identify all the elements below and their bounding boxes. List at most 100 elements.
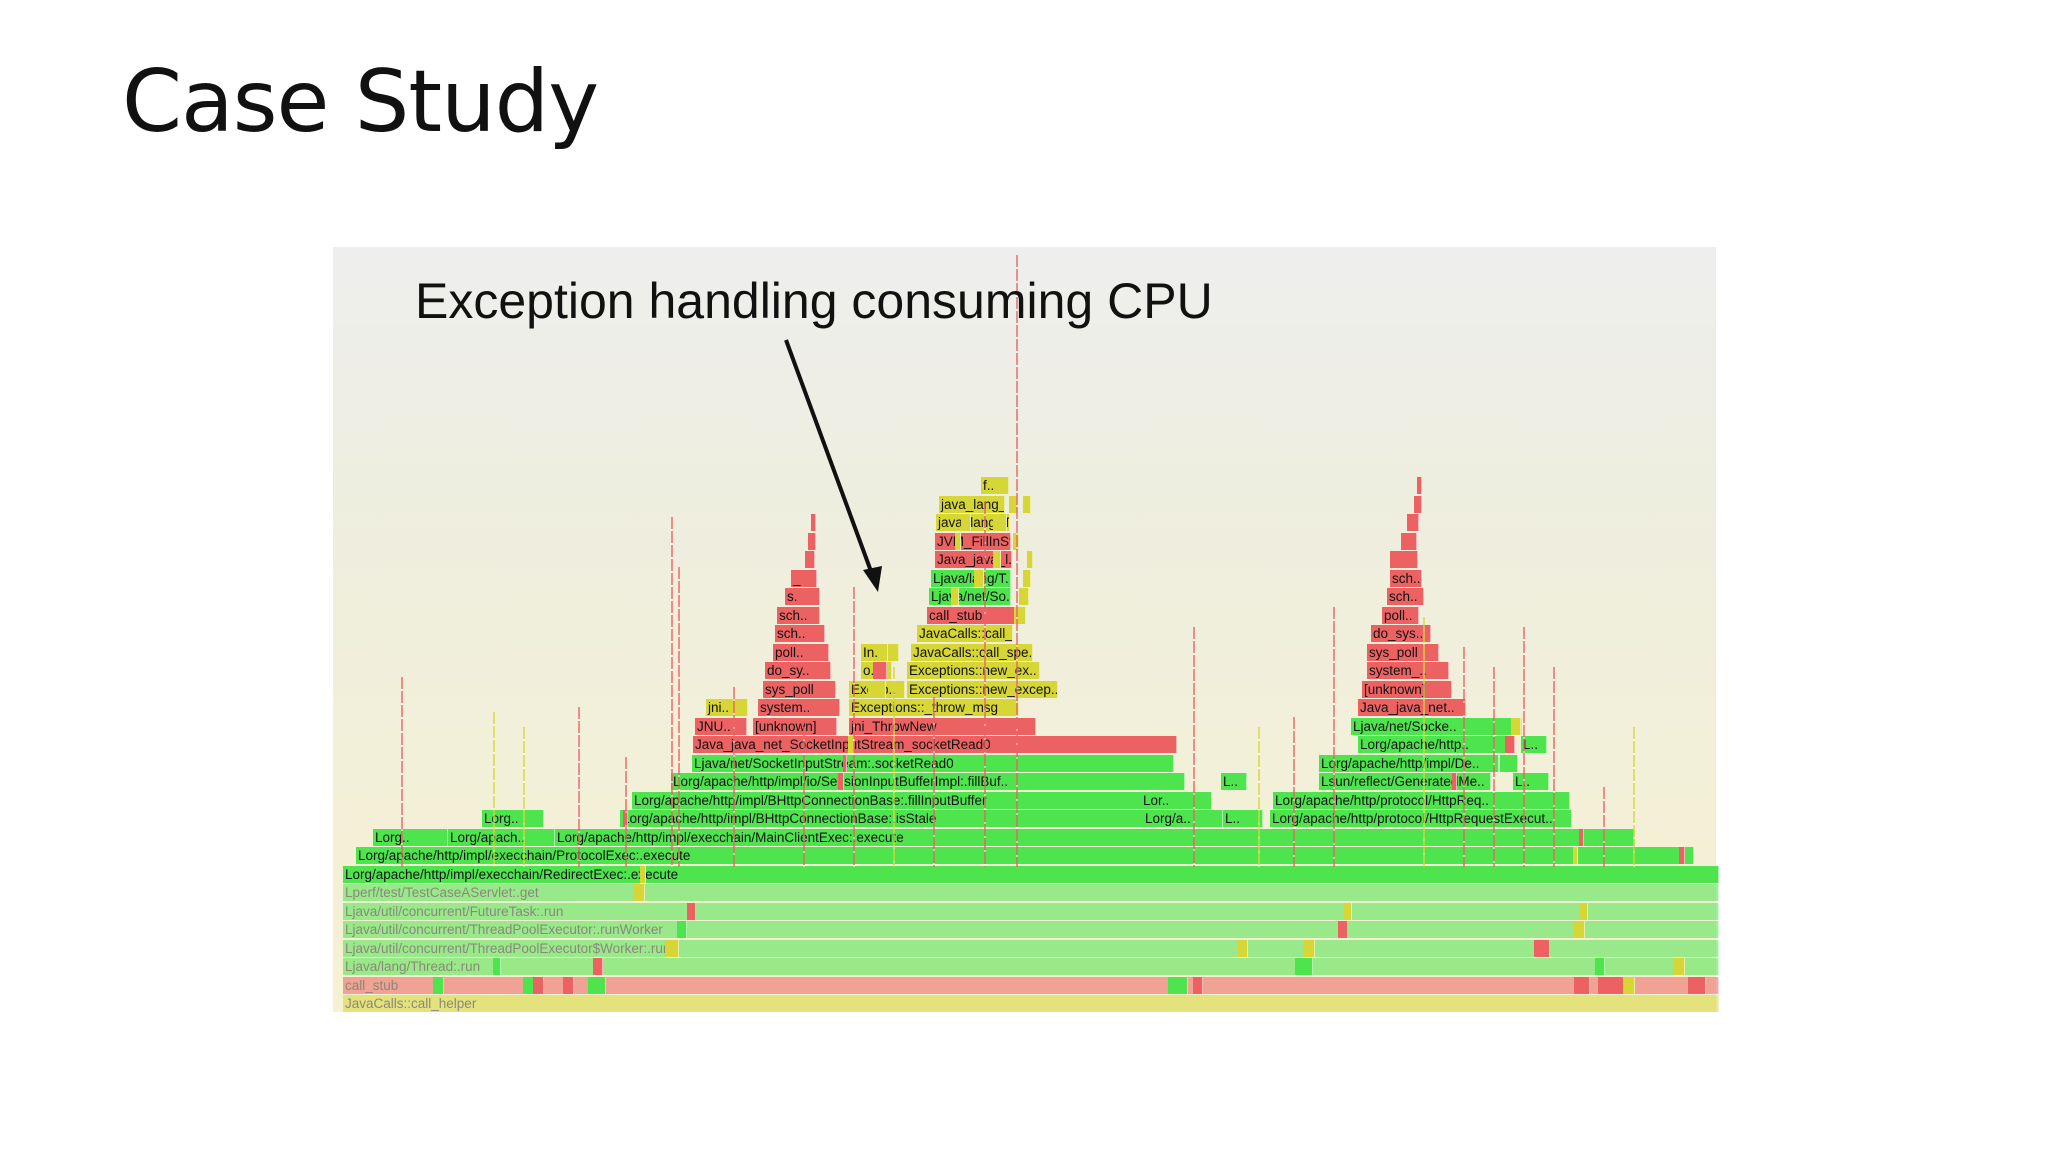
flame-tower — [678, 567, 680, 867]
flame-frame-stub — [1688, 976, 1706, 994]
flame-frame-stub — [633, 884, 645, 901]
flame-frame-stub — [1023, 569, 1031, 587]
flame-frame-stub — [1452, 773, 1457, 790]
flame-tower — [523, 727, 525, 867]
flame-frame: Lorg.. — [373, 828, 448, 846]
flame-tower — [984, 502, 986, 867]
flame-frame-stub — [811, 514, 816, 531]
flame-frame-stub — [1505, 736, 1515, 753]
flame-frame-stub — [1534, 939, 1550, 957]
flame-frame: system.. — [758, 699, 840, 716]
flame-tower — [733, 687, 735, 867]
flame-frame-stub — [1500, 754, 1518, 772]
flame-frame-stub — [1673, 958, 1685, 975]
flame-frame: Lorg/apache/http/impl/BHttpConnectionBas… — [620, 810, 1195, 827]
flame-frame-stub — [1338, 921, 1348, 938]
flame-tower — [1258, 727, 1260, 867]
flame-frame: Lorg/apache/http/protocol/HttpReq.. — [1273, 791, 1570, 809]
flame-frame: sch.. — [777, 606, 820, 624]
flame-frame-stub — [873, 662, 887, 679]
flame-tower — [853, 587, 855, 867]
flame-frame-stub — [1295, 958, 1313, 975]
flame-frame: Lsun/reflect/GeneratedMe.. — [1319, 773, 1491, 790]
flame-frame-stub — [1511, 717, 1521, 735]
flame-tower — [1293, 717, 1295, 867]
flame-frame-stub — [1193, 976, 1203, 994]
arrow-shaft — [784, 339, 874, 575]
flame-frame: Lorg/apache/http.. — [1358, 736, 1510, 753]
flame-frame: Java_java_l.. — [935, 551, 1012, 568]
flame-frame-stub — [640, 865, 646, 883]
flame-frame: Ljava/util/concurrent/ThreadPoolExecutor… — [343, 921, 1719, 938]
flame-frame: call_stub — [343, 976, 1719, 994]
flame-frame-stub — [493, 958, 501, 975]
flame-frame: JavaCalls::call_spe.. — [911, 643, 1033, 661]
flame-frame: Java_java_net.. — [1358, 699, 1466, 716]
flame-frame: Ljava/lang/T.. — [931, 569, 1011, 587]
flame-frame-stub — [955, 532, 961, 550]
flame-frame-stub — [1595, 958, 1605, 975]
flame-frame-stub — [1401, 532, 1417, 550]
flame-frame: L.. — [1513, 773, 1549, 790]
flame-tower — [493, 712, 495, 867]
flame-tower — [893, 667, 895, 867]
flame-tower — [1463, 647, 1465, 867]
flame-tower — [1016, 255, 1018, 867]
flame-frame: Lorg.. — [482, 810, 544, 827]
flame-frame: do_sys.. — [1371, 625, 1431, 642]
flame-frame: L.. — [1221, 773, 1247, 790]
flame-frame: Lorg/apache/http/impl/De.. — [1319, 754, 1499, 772]
flame-frame-stub — [801, 569, 817, 587]
flame-tower — [401, 677, 403, 867]
flame-tower — [578, 707, 580, 867]
flame-frame-stub — [838, 773, 844, 790]
flamegraph: JavaCalls::call_helper call_stub Ljava/lan… — [333, 247, 1719, 1012]
flame-frame-stub — [1027, 551, 1033, 568]
flame-frame-stub — [533, 976, 544, 994]
flame-frame-stub — [951, 588, 959, 605]
flame-frame-stub — [1407, 514, 1419, 531]
flame-frame: poll.. — [773, 643, 829, 661]
flame-frame: jni.. — [706, 699, 748, 716]
flame-frame: Lorg/apache/http/impl/io/SessionInputBuf… — [671, 773, 1185, 790]
flame-frame-stub — [1344, 902, 1352, 920]
flame-frame-stub — [843, 754, 847, 772]
flame-tower — [1553, 667, 1555, 867]
flame-frame: In.. — [861, 643, 899, 661]
flame-frame-stub — [1303, 939, 1315, 957]
flame-frame: f.. — [981, 477, 1009, 494]
arrow-head — [863, 566, 882, 592]
flame-tower — [803, 727, 805, 867]
flame-frame: Lorg/a.. — [1143, 810, 1223, 827]
flame-frame-stub — [1574, 976, 1590, 994]
flame-frame-stub — [993, 551, 1001, 568]
flame-tower — [1523, 627, 1525, 867]
flame-frame-stub — [1238, 939, 1248, 957]
flame-frame-stub — [1417, 477, 1422, 494]
flame-frame-stub — [677, 921, 687, 938]
flame-frame: [unknown] — [1362, 680, 1452, 698]
flame-frame: Java_java_net_SocketInputStream_socketRe… — [693, 736, 1177, 753]
flame-frame: do_sy.. — [765, 662, 831, 679]
flame-frame-stub — [1580, 902, 1588, 920]
flame-frame-stub — [1623, 976, 1635, 994]
flame-frame-stub — [1019, 588, 1029, 605]
flame-frame: Lorg/apache/http/impl/BHttpConnectionBas… — [632, 791, 1185, 809]
flame-frame: sch.. — [1387, 588, 1424, 605]
flame-frame: Exceptions::new_ex.. — [907, 662, 1040, 679]
flame-frame: Lorg/apache/http/impl/execchain/Redirect… — [343, 865, 1719, 883]
flame-frame: Ljava/net/Socke.. — [1351, 717, 1522, 735]
flame-frame: sch.. — [775, 625, 825, 642]
flame-frame-stub — [961, 514, 971, 531]
flame-frame-stub — [808, 532, 816, 550]
flame-frame: Ljava/util/concurrent/ThreadPoolExecutor… — [343, 939, 1719, 957]
flame-frame: Ljava/lang/Thread:.run — [343, 958, 1719, 975]
flame-frame-stub — [1168, 976, 1188, 994]
flame-frame-stub — [1023, 495, 1031, 513]
flame-tower — [625, 757, 627, 867]
flame-frame-stub — [993, 514, 1007, 531]
flame-frame-stub — [433, 976, 444, 994]
flame-tower — [1603, 787, 1605, 867]
flame-tower — [1633, 727, 1635, 867]
